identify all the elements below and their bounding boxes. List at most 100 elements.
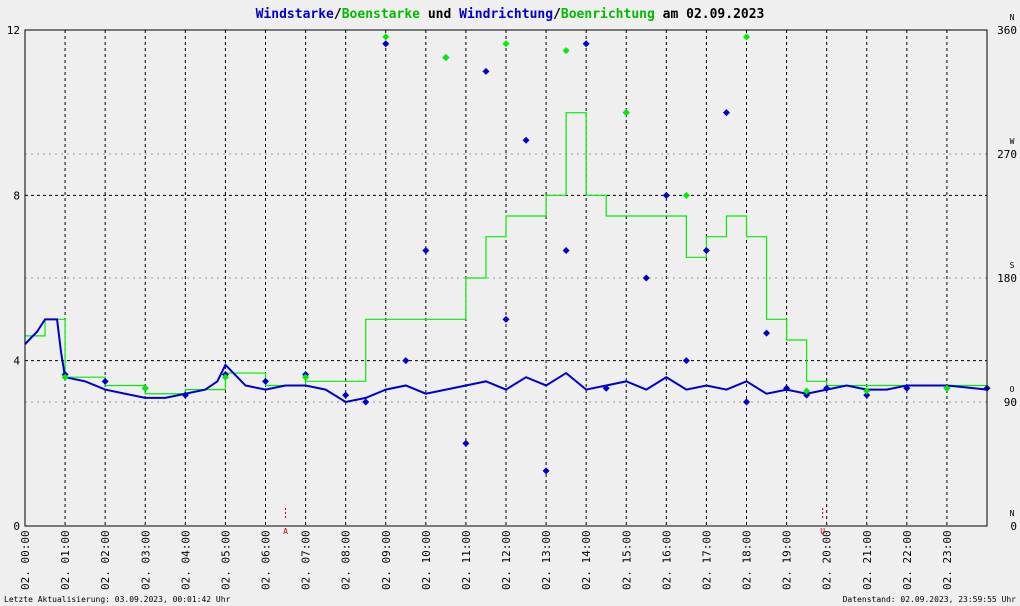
y-left-tick-label: 0	[13, 520, 20, 533]
windrichtung-point	[462, 439, 470, 447]
compass-label: W	[1010, 137, 1015, 146]
y-right-tick-label: 90	[1004, 396, 1017, 409]
sun-marker-label: U	[820, 527, 825, 536]
compass-label: N	[1010, 13, 1015, 22]
sun-marker-label: A	[283, 527, 288, 536]
x-tick-label: 02. 22:00	[901, 530, 914, 590]
windrichtung-point	[642, 274, 650, 282]
windrichtung-point	[562, 246, 570, 254]
boenrichtung-point	[863, 387, 871, 395]
windrichtung-point	[522, 136, 530, 144]
windrichtung-point	[542, 467, 550, 475]
boenrichtung-point	[141, 384, 149, 392]
y-right-tick-label: 0	[1010, 520, 1017, 533]
boenrichtung-point	[61, 373, 69, 381]
y-right-tick-label: 180	[997, 272, 1017, 285]
boenrichtung-point	[803, 387, 811, 395]
title-part: am 02.09.2023	[655, 7, 765, 22]
x-tick-label: 02. 08:00	[340, 530, 353, 590]
chart-title: Windstarke/Boenstarke und Windrichtung/B…	[256, 7, 765, 22]
x-tick-label: 02. 09:00	[380, 530, 393, 590]
title-part: und	[420, 7, 459, 22]
y-right-tick-label: 270	[997, 148, 1017, 161]
compass-label: S	[1010, 261, 1015, 270]
title-part: Windrichtung	[459, 7, 553, 22]
title-part: Boenrichtung	[561, 7, 655, 22]
windrichtung-point	[783, 384, 791, 392]
series-boenstarke	[25, 112, 987, 395]
compass-label: N	[1010, 509, 1015, 518]
x-tick-label: 02. 05:00	[219, 530, 232, 590]
grid-lines	[25, 30, 987, 526]
title-part: Windstarke	[256, 7, 334, 22]
x-tick-label: 02. 00:00	[19, 530, 32, 590]
x-tick-label: 02. 07:00	[300, 530, 313, 590]
windrichtung-point	[582, 40, 590, 48]
boenrichtung-point	[442, 54, 450, 62]
x-tick-label: 02. 02:00	[99, 530, 112, 590]
boenrichtung-point	[562, 47, 570, 55]
windrichtung-point	[101, 377, 109, 385]
y-left-tick-label: 4	[13, 355, 20, 368]
x-tick-label: 02. 19:00	[781, 530, 794, 590]
boenrichtung-point	[943, 384, 951, 392]
x-tick-label: 02. 04:00	[179, 530, 192, 590]
windrichtung-point	[863, 391, 871, 399]
series-layer	[24, 33, 991, 475]
windrichtung-point	[382, 40, 390, 48]
y-left-tick-label: 8	[13, 189, 20, 202]
boenrichtung-point	[622, 109, 630, 117]
windrichtung-point	[662, 191, 670, 199]
x-tick-label: 02. 17:00	[700, 530, 713, 590]
x-tick-label: 02. 16:00	[660, 530, 673, 590]
x-tick-label: 02. 10:00	[420, 530, 433, 590]
windrichtung-point	[482, 67, 490, 75]
windrichtung-point	[682, 357, 690, 365]
boenrichtung-point	[743, 33, 750, 41]
plot-frame	[24, 29, 988, 527]
x-tick-label: 02. 21:00	[861, 530, 874, 590]
windrichtung-point	[903, 384, 911, 392]
windrichtung-point	[422, 246, 430, 254]
windrichtung-point	[743, 398, 750, 406]
footer-last-update: Letzte Aktualisierung: 03.09.2023, 00:01…	[4, 595, 231, 604]
x-tick-label: 02. 03:00	[139, 530, 152, 590]
title-part: Boenstarke	[342, 7, 420, 22]
axis-labels: 0 4 8 12 0 90 180 270 360 N O S W N 02. 00:00 02. 01:00…	[7, 13, 1017, 590]
windrichtung-point	[402, 357, 410, 365]
windrichtung-point	[803, 391, 811, 399]
boenrichtung-point	[682, 191, 690, 199]
windrichtung-point	[181, 391, 189, 399]
boenrichtung-point	[302, 373, 310, 381]
series-windstarke	[24, 318, 988, 404]
boenrichtung-point	[221, 373, 229, 381]
windrichtung-point	[602, 384, 610, 392]
x-tick-label: 02. 11:00	[460, 530, 473, 590]
boenrichtung-point	[382, 33, 390, 41]
x-tick-label: 02. 06:00	[260, 530, 273, 590]
y-left-tick-label: 12	[7, 24, 20, 37]
windrichtung-point	[362, 398, 370, 406]
windrichtung-point	[502, 315, 510, 323]
x-tick-label: 02. 12:00	[500, 530, 513, 590]
x-tick-label: 02. 14:00	[580, 530, 593, 590]
x-tick-label: 02. 18:00	[741, 530, 754, 590]
x-tick-label: 02. 13:00	[540, 530, 553, 590]
x-tick-label: 02. 01:00	[59, 530, 72, 590]
windrichtung-point	[262, 377, 269, 385]
windrichtung-point	[342, 391, 350, 399]
y-right-tick-label: 360	[997, 24, 1017, 37]
compass-label: O	[1010, 385, 1015, 394]
x-tick-label: 02. 15:00	[620, 530, 633, 590]
x-tick-label: 02. 20:00	[821, 530, 834, 590]
windrichtung-point	[763, 329, 771, 337]
windrichtung-point	[722, 109, 730, 117]
title-part: /	[334, 7, 342, 22]
boenrichtung-point	[502, 40, 510, 48]
windrichtung-point	[702, 246, 710, 254]
footer-data-state: Datenstand: 02.09.2023, 23:59:55 Uhr	[843, 595, 1017, 604]
x-tick-label: 02. 23:00	[941, 530, 954, 590]
windrichtung-point	[823, 384, 831, 392]
